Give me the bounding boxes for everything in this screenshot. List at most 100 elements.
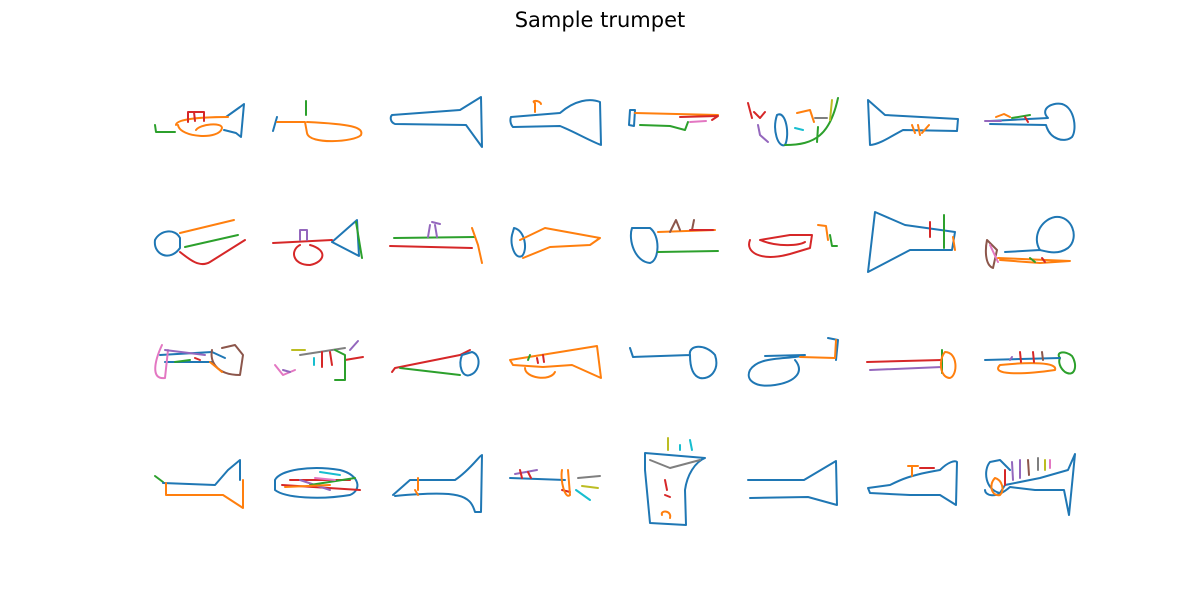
- sketch: [153, 219, 246, 266]
- sketch: [509, 99, 602, 146]
- stroke: [355, 221, 363, 259]
- stroke: [510, 227, 527, 258]
- sketch: [867, 211, 956, 273]
- stroke: [669, 219, 695, 233]
- sketch: [867, 460, 958, 506]
- stroke: [829, 234, 838, 247]
- stroke: [389, 245, 473, 249]
- stroke: [209, 361, 223, 373]
- sketch: [747, 460, 838, 506]
- stroke: [1024, 116, 1029, 123]
- stroke: [630, 227, 659, 264]
- stroke: [527, 354, 531, 361]
- stroke: [984, 453, 1076, 516]
- stroke: [334, 349, 346, 381]
- stroke: [391, 349, 471, 373]
- stroke: [748, 234, 813, 258]
- sketch: [747, 97, 839, 147]
- stroke: [581, 485, 599, 489]
- sketch: [629, 345, 718, 380]
- sketch: [274, 340, 364, 381]
- sketch: [747, 337, 839, 387]
- stroke: [393, 236, 476, 239]
- stroke: [799, 339, 837, 359]
- stroke: [1009, 356, 1013, 361]
- sketch: [984, 102, 1076, 141]
- sketch: [748, 224, 838, 258]
- stroke: [165, 479, 244, 509]
- stroke: [997, 257, 1071, 264]
- stroke: [989, 244, 999, 263]
- stroke: [392, 454, 483, 513]
- stroke: [989, 102, 1076, 141]
- stroke: [747, 460, 838, 506]
- stroke: [223, 103, 245, 138]
- stroke: [1027, 459, 1030, 476]
- stroke: [907, 465, 919, 477]
- stroke: [154, 344, 169, 380]
- stroke: [1011, 114, 1031, 119]
- stroke: [274, 364, 296, 376]
- stroke: [1004, 215, 1075, 254]
- sketch: [866, 349, 957, 379]
- sketch: [392, 454, 483, 513]
- sketch: [389, 96, 483, 148]
- stroke: [1019, 351, 1035, 363]
- stroke: [747, 337, 839, 387]
- stroke: [829, 99, 833, 121]
- stroke: [276, 121, 363, 143]
- stroke: [644, 452, 706, 526]
- stroke: [210, 344, 244, 376]
- stroke: [664, 479, 671, 498]
- stroke: [331, 219, 360, 257]
- stroke: [459, 351, 480, 377]
- sketch: [272, 100, 363, 143]
- stroke: [272, 116, 278, 132]
- stroke: [272, 239, 333, 266]
- stroke: [984, 357, 1061, 361]
- stroke: [314, 477, 336, 481]
- stroke: [309, 477, 356, 486]
- stroke: [164, 349, 206, 356]
- stroke: [869, 366, 943, 371]
- stroke: [995, 113, 1011, 118]
- figure-title: Sample trumpet: [515, 8, 686, 32]
- stroke: [679, 439, 693, 451]
- stroke: [179, 219, 235, 234]
- stroke: [939, 351, 957, 379]
- stroke: [282, 340, 359, 373]
- stroke: [689, 120, 707, 123]
- stroke: [427, 221, 441, 238]
- sketch: [630, 219, 719, 264]
- stroke: [179, 239, 246, 266]
- stroke: [514, 469, 538, 475]
- stroke: [509, 99, 602, 146]
- stroke: [1011, 459, 1021, 481]
- stroke: [153, 230, 181, 257]
- stroke: [414, 477, 419, 496]
- stroke: [628, 109, 636, 127]
- stroke: [794, 127, 804, 131]
- sketch: [154, 459, 244, 509]
- stroke: [679, 115, 719, 121]
- stroke: [1029, 257, 1036, 263]
- stroke: [1041, 257, 1046, 263]
- stroke: [321, 351, 364, 368]
- stroke: [984, 239, 998, 269]
- stroke: [194, 357, 201, 361]
- sketch: [628, 109, 719, 131]
- stroke: [536, 354, 545, 364]
- stroke: [284, 484, 331, 488]
- sketch: [984, 215, 1075, 269]
- stroke: [1057, 351, 1077, 375]
- stroke: [577, 475, 601, 479]
- stroke: [399, 367, 461, 376]
- sketch: [984, 453, 1076, 516]
- stroke: [319, 471, 341, 476]
- stroke: [299, 229, 308, 241]
- stroke: [757, 124, 769, 143]
- stroke: [274, 467, 359, 499]
- sketch: [867, 99, 959, 146]
